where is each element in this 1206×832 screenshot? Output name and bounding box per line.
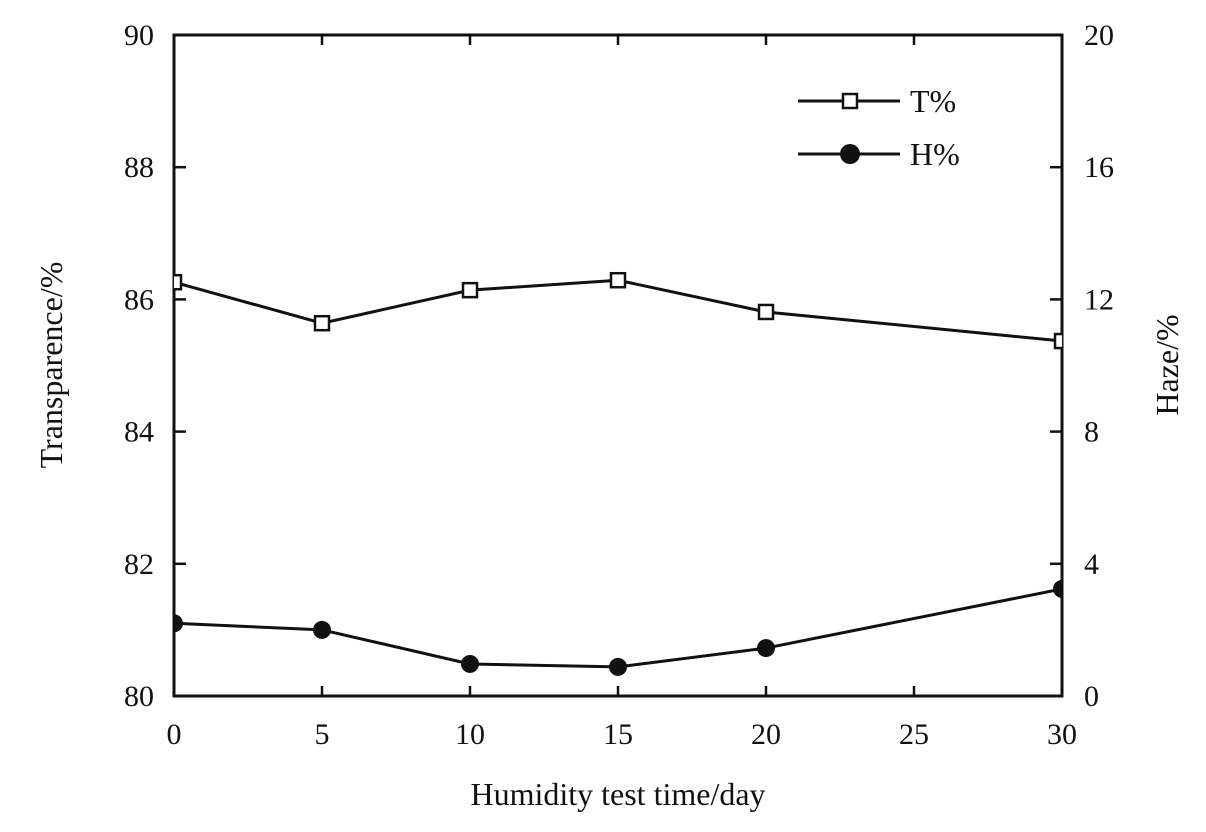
- y-tick-label: 90: [124, 19, 154, 52]
- x-tick-label: 20: [751, 718, 781, 751]
- x-tick-label: 15: [603, 718, 633, 751]
- legend-marker-t: [841, 92, 859, 110]
- y2-tick-label: 8: [1084, 416, 1099, 449]
- data-point-h: [757, 639, 775, 658]
- x-tick-label: 0: [167, 718, 182, 751]
- data-point-t: [609, 271, 627, 289]
- x-tick-label: 30: [1047, 718, 1077, 751]
- y-axis-label: Transparence/%: [33, 262, 69, 469]
- data-point-t: [757, 303, 775, 321]
- series-line-t: [174, 278, 1062, 343]
- y2-tick-label: 16: [1084, 151, 1114, 184]
- data-point-h: [609, 657, 627, 676]
- y2-axis-label: Haze/%: [1149, 314, 1185, 415]
- x-tick-label: 10: [455, 718, 485, 751]
- y2-tick-label: 4: [1084, 548, 1099, 581]
- y2-tick-label: 0: [1084, 680, 1099, 713]
- y-tick-label: 80: [124, 680, 154, 713]
- data-point-h: [461, 654, 479, 673]
- x-axis-label: Humidity test time/day: [470, 776, 765, 812]
- plot-frame: [172, 33, 1064, 698]
- x-tick-label: 25: [899, 718, 929, 751]
- y-tick-label: 88: [124, 151, 154, 184]
- y-tick-label: 82: [124, 548, 154, 581]
- data-point-h: [174, 614, 183, 633]
- y-tick-label: 84: [124, 416, 154, 449]
- y2-tick-label: 20: [1084, 19, 1114, 52]
- series-line-h: [174, 587, 1062, 669]
- data-point-t: [174, 273, 183, 291]
- data-point-h: [1053, 579, 1062, 598]
- data-point-t: [313, 314, 331, 332]
- x-tick-label: 5: [315, 718, 330, 751]
- legend-marker-h: [840, 144, 860, 164]
- y-tick-label: 86: [124, 283, 154, 316]
- legend: T% H%: [798, 83, 960, 172]
- data-point-t: [1053, 332, 1062, 350]
- legend-label-t: T%: [910, 83, 956, 119]
- legend-label-h: H%: [910, 136, 960, 172]
- data-point-h: [313, 620, 331, 639]
- data-point-t: [461, 281, 479, 299]
- y2-tick-label: 12: [1084, 283, 1114, 316]
